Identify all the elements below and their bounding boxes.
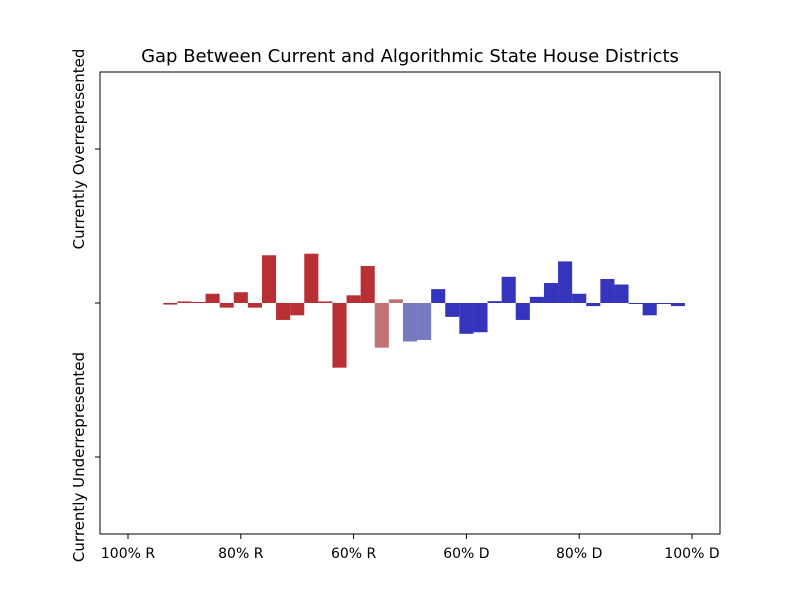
bar-36	[670, 303, 685, 307]
bar-8	[276, 303, 291, 320]
bar-0	[163, 303, 178, 305]
x-tick-label-4: 80% D	[556, 546, 602, 562]
bar-6	[247, 303, 262, 308]
x-tick-label-5: 100% D	[664, 546, 719, 562]
bar-28	[558, 261, 573, 303]
bar-33	[628, 303, 643, 304]
bar-30	[586, 303, 601, 307]
bar-34	[642, 303, 657, 316]
bar-15	[374, 303, 389, 348]
x-tick-label-1: 80% R	[218, 546, 264, 562]
bar-18	[417, 303, 432, 340]
bar-13	[346, 295, 361, 303]
bar-20	[445, 303, 460, 317]
bar-9	[290, 303, 305, 316]
bar-3	[205, 293, 220, 303]
bar-10	[304, 253, 319, 303]
bar-16	[388, 299, 403, 303]
bar-23	[487, 301, 502, 303]
bar-24	[501, 276, 516, 303]
bar-27	[543, 282, 559, 303]
bar-14	[360, 266, 375, 303]
x-tick-label-3: 60% D	[443, 546, 489, 562]
bar-1	[177, 301, 192, 303]
bar-35	[656, 303, 671, 304]
bar-11	[318, 301, 333, 303]
bar-21	[459, 303, 474, 334]
y-ticks	[95, 148, 100, 458]
bars-layer	[163, 253, 685, 368]
bar-19	[431, 289, 446, 303]
bar-32	[614, 284, 629, 303]
bar-4	[219, 303, 234, 308]
x-tick-label-2: 60% R	[331, 546, 377, 562]
chart-title: Gap Between Current and Algorithmic Stat…	[141, 46, 679, 67]
bar-29	[572, 293, 587, 303]
bar-25	[515, 303, 530, 320]
bar-7	[261, 255, 277, 303]
bar-31	[600, 278, 615, 303]
bar-12	[332, 303, 347, 368]
y-axis-label-overrepresented: Currently Overrepresented	[70, 49, 88, 250]
bar-2	[191, 302, 206, 303]
x-tick-label-0: 100% R	[101, 546, 155, 562]
y-axis-label-underrepresented: Currently Underrepresented	[70, 352, 88, 562]
bar-5	[233, 292, 248, 303]
x-ticks: 100% R 80% R 60% R 60% D 80% D 100% D	[101, 534, 720, 562]
bar-17	[402, 303, 418, 342]
bar-26	[529, 296, 544, 303]
bar-22	[473, 303, 488, 333]
